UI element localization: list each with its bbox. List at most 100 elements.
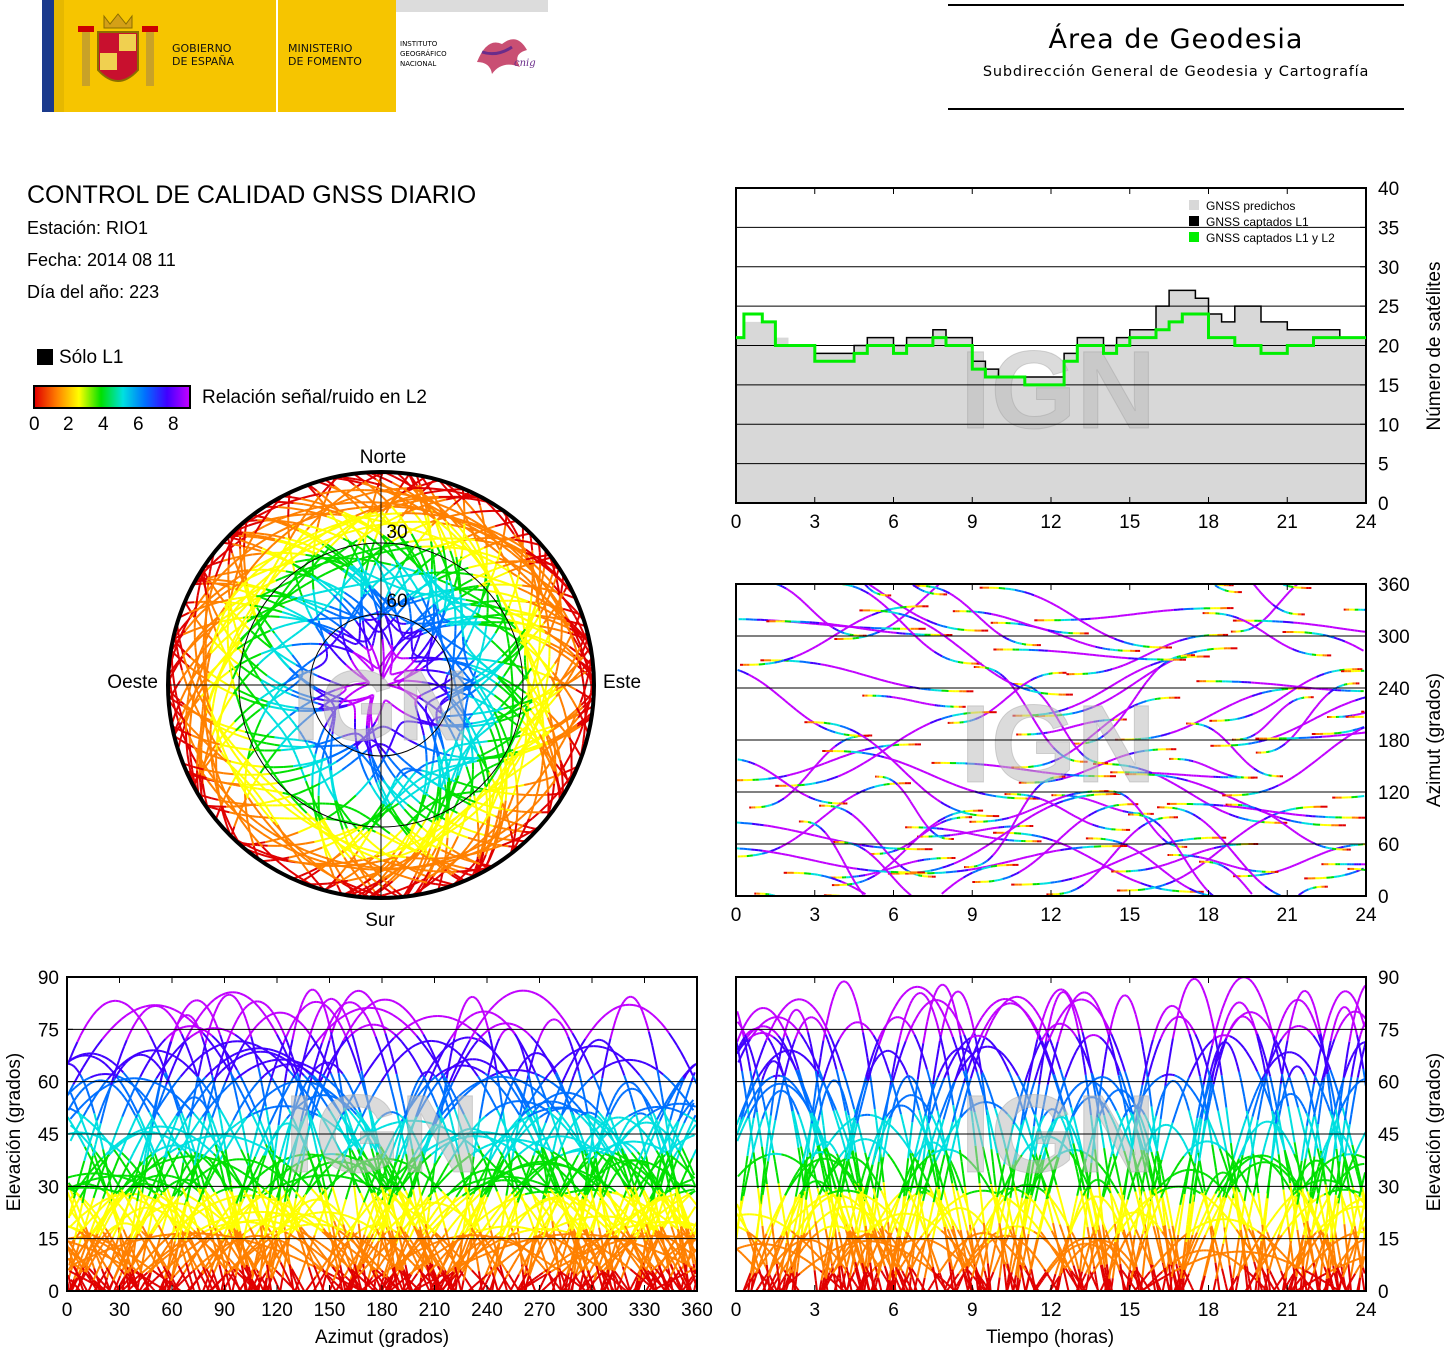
track-segment [298,627,304,633]
track-segment [253,534,265,538]
track-segment [293,657,298,661]
track-segment [318,773,322,781]
track-segment [252,815,259,818]
track-segment [263,641,272,649]
track-segment [338,563,346,569]
track-segment [400,786,405,792]
track-segment [289,685,294,689]
track-segment [322,748,326,755]
track-segment [397,777,402,781]
track-segment [357,682,361,685]
track-segment [321,634,325,640]
track-segment [268,735,275,739]
track-segment [211,556,220,565]
track-segment [319,745,323,749]
track-segment [339,867,346,875]
track-segment [474,774,478,778]
track-segment [243,531,255,534]
snr-tick-6: 6 [133,414,144,436]
doy-label: Día del año: 223 [27,282,159,303]
track-segment [278,725,283,731]
track-segment [356,607,360,611]
track-segment [189,713,193,725]
track-segment [465,766,470,774]
track-segment [217,747,223,753]
track-segment [540,675,547,682]
track-segment [507,800,513,809]
track-segment [484,605,490,608]
track-segment [426,681,434,686]
track-segment [294,513,302,517]
track-segment [416,680,422,684]
track-segment [424,515,428,523]
track-segment [364,639,368,646]
track-segment [448,546,459,550]
track-segment [372,731,376,739]
track-segment [447,619,451,623]
track-segment [259,805,264,811]
track-segment [286,636,293,642]
track-segment [390,639,394,646]
track-segment [405,779,410,785]
track-segment [284,606,294,613]
track-segment [489,661,497,668]
track-segment [303,523,315,529]
track-segment [362,769,368,778]
track-segment [474,625,480,631]
track-segment [286,549,292,556]
track-segment [333,718,336,722]
track-segment [369,573,375,578]
track-segment [513,583,523,587]
track-segment [491,546,497,552]
track-segment [349,640,353,644]
track-segment [446,599,451,603]
track-segment [315,688,320,694]
track-segment [445,641,453,650]
track-segment [239,608,244,613]
track-segment [184,620,195,632]
flag-stripe [42,0,54,112]
track-segment [297,762,302,768]
ign-line-2: GEOGRÁFICO [400,50,447,58]
track-segment [306,609,313,620]
track-segment [370,633,374,637]
track-segment [233,638,238,645]
track-segment [290,693,297,698]
track-segment [393,523,401,527]
track-segment [372,810,378,817]
track-segment [334,560,342,565]
track-segment [447,707,452,712]
track-segment [473,665,481,670]
track-segment [392,625,397,629]
ministry-line-2: DE FOMENTO [288,55,362,68]
track-segment [469,593,477,599]
track-segment [327,881,339,885]
track-segment [251,547,262,553]
track-segment [304,780,309,787]
track-segment [442,796,447,799]
track-segment [397,608,403,614]
track-segment [335,687,342,691]
track-segment [197,739,201,748]
track-segment [527,642,536,652]
track-segment [428,504,435,509]
track-segment [537,602,541,612]
track-segment [480,520,488,529]
track-segment [365,758,370,764]
track-segment [273,562,278,567]
track-segment [310,700,315,704]
track-segment [324,569,333,575]
track-segment [201,783,206,797]
track-segment [285,712,290,718]
track-segment [409,621,413,624]
track-segment [234,732,244,738]
track-segment [402,796,409,802]
ign-block: INSTITUTO GEOGRÁFICO NACIONAL cnig [396,12,548,112]
track-segment [476,772,481,777]
cnig-text: cnig [514,58,536,69]
track-segment [339,822,344,830]
track-segment [360,782,368,791]
track-segment [522,574,528,580]
track-segment [487,553,499,560]
track-segment [526,760,532,766]
